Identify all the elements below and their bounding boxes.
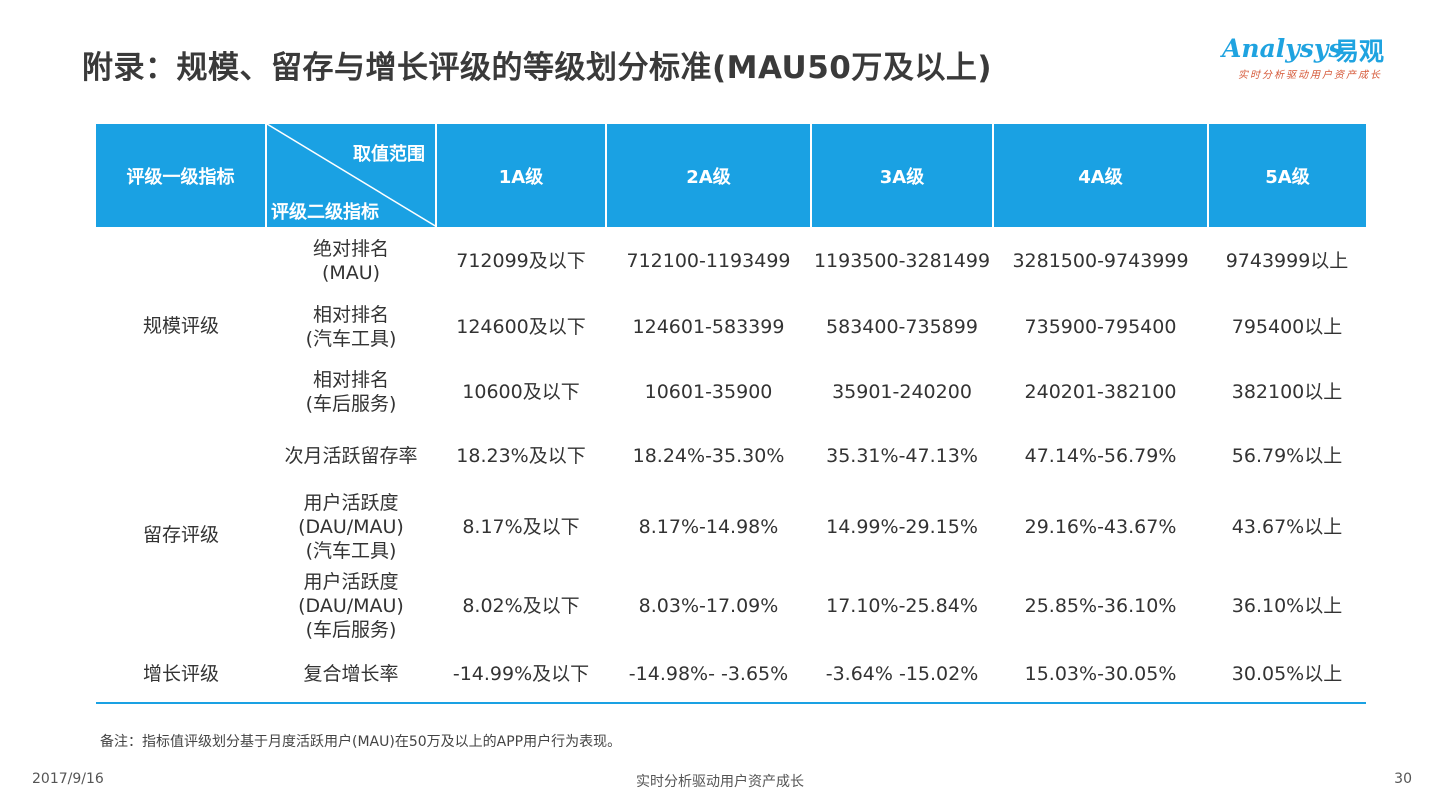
row-label: 相对排名 (车后服务): [305, 369, 397, 415]
logo-en-text: Analysys: [1222, 34, 1343, 63]
footer-date: 2017/9/16: [32, 771, 104, 787]
cell: 8.17%及以下: [462, 516, 580, 538]
table-footnote: 备注：指标值评级划分基于月度活跃用户(MAU)在50万及以上的APP用户行为表现…: [100, 734, 622, 750]
cell: -14.98%- -3.65%: [606, 645, 811, 704]
analysys-logo: Analysys 易观 实时分析驱动用户资产成长: [1222, 34, 1412, 84]
cell: 10600及以下: [462, 381, 580, 403]
cell: -14.99%及以下: [436, 645, 606, 704]
header-first-level: 评级一级指标: [96, 124, 266, 227]
group-label-growth: 增长评级: [96, 645, 266, 704]
row-label: 用户活跃度 (DAU/MAU) (车后服务): [298, 571, 404, 641]
cell: 8.03%-17.09%: [638, 595, 779, 617]
table-row: 用户活跃度 (DAU/MAU) (汽车工具) 8.17%及以下 8.17%-14.9…: [96, 487, 1366, 567]
group-label-scale: 规模评级: [142, 315, 219, 337]
table-row: 留存评级 次月活跃留存率 18.23%及以下 18.24%-35.30% 35.…: [96, 425, 1366, 546]
cell: 8.02%及以下: [462, 595, 580, 617]
header-diagonal-cell: 取值范围 评级二级指标: [265, 124, 437, 227]
logo-slogan: 实时分析驱动用户资产成长: [1238, 70, 1382, 81]
cell: 712100-1193499: [626, 250, 791, 272]
cell: 18.24%-35.30%: [632, 445, 785, 467]
group-label-retention: 留存评级: [142, 524, 219, 546]
cell: 583400-735899: [826, 316, 978, 338]
cell: 124601-583399: [632, 316, 785, 338]
table-row: 增长评级 复合增长率 -14.99%及以下 -14.98%- -3.65% -3…: [96, 645, 1366, 704]
header-range-label: 取值范围: [353, 144, 425, 165]
rating-standard-table: 评级一级指标 取值范围 评级二级指标 1A级 2A级 3A级 4A级 5A级 规…: [96, 124, 1366, 704]
cell: 35.31%-47.13%: [826, 445, 978, 467]
cell: 1193500-3281499: [813, 250, 991, 272]
cell: 124600及以下: [456, 316, 586, 338]
table-header-row: 评级一级指标 取值范围 评级二级指标 1A级 2A级 3A级 4A级 5A级: [96, 124, 1366, 227]
cell: -3.64% -15.02%: [811, 645, 993, 704]
cell: 382100以上: [1231, 381, 1343, 403]
row-label: 相对排名 (汽车工具): [305, 304, 397, 350]
row-label: 次月活跃留存率: [284, 445, 418, 467]
header-grade-2a: 2A级: [605, 124, 811, 227]
cell: 712099及以下: [456, 250, 586, 272]
footer-slogan: 实时分析驱动用户资产成长: [636, 774, 804, 790]
logo-cn-text: 易观: [1334, 37, 1385, 66]
cell: 15.03%-30.05%: [993, 645, 1208, 704]
row-label: 复合增长率: [266, 645, 436, 704]
cell: 29.16%-43.67%: [1024, 516, 1177, 538]
page-number: 30: [1394, 771, 1412, 787]
header-second-level: 评级二级指标: [271, 202, 379, 223]
cell: 795400以上: [1231, 316, 1343, 338]
cell: 17.10%-25.84%: [826, 595, 978, 617]
cell: 240201-382100: [1024, 381, 1177, 403]
table-row: 用户活跃度 (DAU/MAU) (车后服务) 8.02%及以下 8.03%-17.0…: [96, 567, 1366, 645]
cell: 10601-35900: [644, 381, 773, 403]
header-grade-3a: 3A级: [810, 124, 993, 227]
cell: 30.05%以上: [1208, 645, 1366, 704]
cell: 36.10%以上: [1231, 595, 1343, 617]
row-label: 用户活跃度 (DAU/MAU) (汽车工具): [298, 492, 404, 562]
table-row: 相对排名 (汽车工具) 124600及以下 124601-583399 58340…: [96, 295, 1366, 359]
cell: 8.17%-14.98%: [638, 516, 779, 538]
diagonal-line: [267, 124, 437, 227]
cell: 35901-240200: [832, 381, 972, 403]
cell: 14.99%-29.15%: [826, 516, 978, 538]
cell: 56.79%以上: [1231, 445, 1343, 467]
table-row: 规模评级 绝对排名 (MAU) 712099及以下 712100-1193499 …: [96, 227, 1366, 337]
cell: 47.14%-56.79%: [1024, 445, 1177, 467]
table-row: 相对排名 (车后服务) 10600及以下 10601-35900 35901-24…: [96, 359, 1366, 425]
page-title: 附录：规模、留存与增长评级的等级划分标准(MAU50万及以上): [82, 50, 993, 86]
header-grade-5a: 5A级: [1207, 124, 1366, 227]
cell: 735900-795400: [1024, 316, 1177, 338]
cell: 43.67%以上: [1231, 516, 1343, 538]
cell: 9743999以上: [1225, 250, 1349, 272]
header-grade-4a: 4A级: [992, 124, 1208, 227]
cell: 3281500-9743999: [1012, 250, 1189, 272]
cell: 25.85%-36.10%: [1024, 595, 1177, 617]
cell: 18.23%及以下: [456, 445, 586, 467]
row-label: 绝对排名 (MAU): [312, 238, 389, 284]
header-grade-1a: 1A级: [435, 124, 606, 227]
